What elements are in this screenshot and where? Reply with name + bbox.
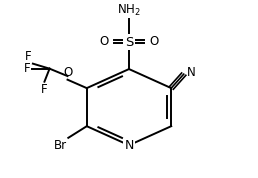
Text: NH$_2$: NH$_2$ xyxy=(117,3,141,18)
Text: S: S xyxy=(125,35,133,48)
Text: N: N xyxy=(187,66,196,79)
Text: Br: Br xyxy=(54,139,67,152)
Text: F: F xyxy=(41,83,48,96)
Text: N: N xyxy=(124,139,134,152)
Text: F: F xyxy=(24,62,30,75)
Text: O: O xyxy=(99,35,108,48)
Text: O: O xyxy=(150,35,159,48)
Text: O: O xyxy=(63,66,72,79)
Text: F: F xyxy=(25,50,31,63)
